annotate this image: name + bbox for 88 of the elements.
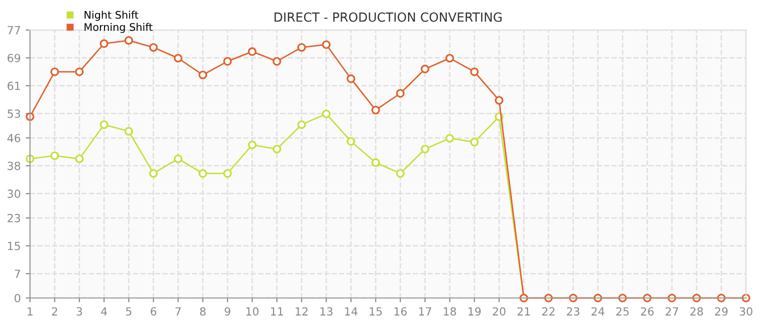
point	[420, 144, 430, 154]
y-tick-label: 61	[8, 82, 20, 90]
point	[445, 54, 454, 62]
x-tick-label: 12	[296, 307, 308, 316]
y-tick-label: 23	[8, 214, 20, 222]
x-tick-label: 19	[468, 307, 481, 316]
x-tick-label: 1	[28, 307, 33, 316]
point	[371, 158, 380, 167]
x-tick-label: 11	[271, 307, 283, 316]
point	[100, 120, 108, 129]
point	[50, 151, 59, 160]
point	[248, 140, 257, 150]
point	[100, 39, 108, 48]
x-tick-label: 16	[394, 307, 407, 316]
y-tick-label: 69	[8, 54, 20, 62]
x-tick-label: 7	[176, 307, 181, 316]
point	[717, 294, 726, 302]
x-tick-label: 6	[150, 307, 156, 316]
point	[494, 96, 504, 105]
x-tick-label: 24	[592, 307, 604, 316]
point	[594, 294, 602, 302]
legend-label: Night Shift	[84, 10, 138, 21]
x-tick-label: 21	[518, 307, 530, 316]
point	[50, 67, 59, 76]
x-tick-label: 27	[666, 307, 678, 316]
chart-title: DIRECT - PRODUCTION CONVERTING	[274, 12, 502, 22]
point	[223, 169, 232, 178]
y-tick-label: 46	[7, 134, 20, 142]
y-tick-label: 53	[8, 110, 20, 118]
point	[272, 57, 282, 66]
point	[174, 154, 182, 164]
x-tick-label: 22	[542, 307, 554, 316]
point	[272, 144, 282, 154]
point	[445, 134, 454, 143]
point	[568, 294, 578, 302]
point	[371, 106, 380, 114]
x-tick-label: 20	[492, 307, 506, 316]
x-tick-label: 30	[740, 307, 752, 316]
point	[248, 47, 257, 56]
x-tick-label: 8	[200, 307, 206, 316]
point	[297, 43, 306, 52]
x-tick-label: 23	[566, 307, 580, 316]
point	[149, 169, 158, 178]
point	[124, 126, 134, 136]
legend-label: Morning Shift	[84, 22, 153, 33]
point	[396, 89, 405, 98]
point	[470, 138, 479, 146]
point	[396, 169, 405, 178]
x-tick-label: 2	[52, 307, 58, 316]
x-tick-label: 17	[419, 307, 432, 316]
point	[346, 137, 356, 146]
point	[322, 40, 331, 49]
point	[322, 110, 331, 118]
x-tick-label: 29	[715, 307, 728, 316]
point	[26, 112, 34, 121]
point	[642, 294, 652, 302]
y-tick-label: 38	[8, 162, 20, 170]
point	[346, 74, 356, 84]
point	[470, 67, 479, 76]
x-tick-label: 15	[370, 307, 382, 316]
point	[75, 67, 84, 76]
point	[198, 70, 208, 80]
point	[174, 54, 182, 62]
y-tick-label: 15	[8, 242, 20, 250]
x-tick-label: 13	[320, 307, 332, 316]
point	[223, 57, 232, 66]
y-tick-label: 30	[8, 190, 20, 198]
point	[297, 120, 306, 129]
y-tick-label: 7	[14, 270, 20, 278]
point	[149, 43, 158, 52]
x-tick-label: 9	[224, 307, 230, 316]
point	[198, 169, 208, 178]
point	[692, 294, 701, 302]
x-tick-label: 26	[640, 307, 654, 316]
point	[420, 64, 430, 74]
x-tick-label: 10	[246, 307, 259, 316]
x-tick-label: 18	[444, 307, 456, 316]
x-tick-label: 5	[126, 307, 132, 316]
x-tick-label: 28	[690, 307, 703, 316]
y-tick-label: 77	[8, 26, 20, 34]
point	[75, 154, 84, 164]
y-tick-label: 0	[14, 294, 20, 302]
x-tick-label: 14	[345, 307, 358, 316]
x-tick-label: 25	[616, 307, 629, 316]
x-tick-label: 3	[76, 307, 82, 316]
point	[544, 294, 553, 302]
point	[124, 36, 134, 45]
x-tick-label: 4	[101, 307, 107, 316]
